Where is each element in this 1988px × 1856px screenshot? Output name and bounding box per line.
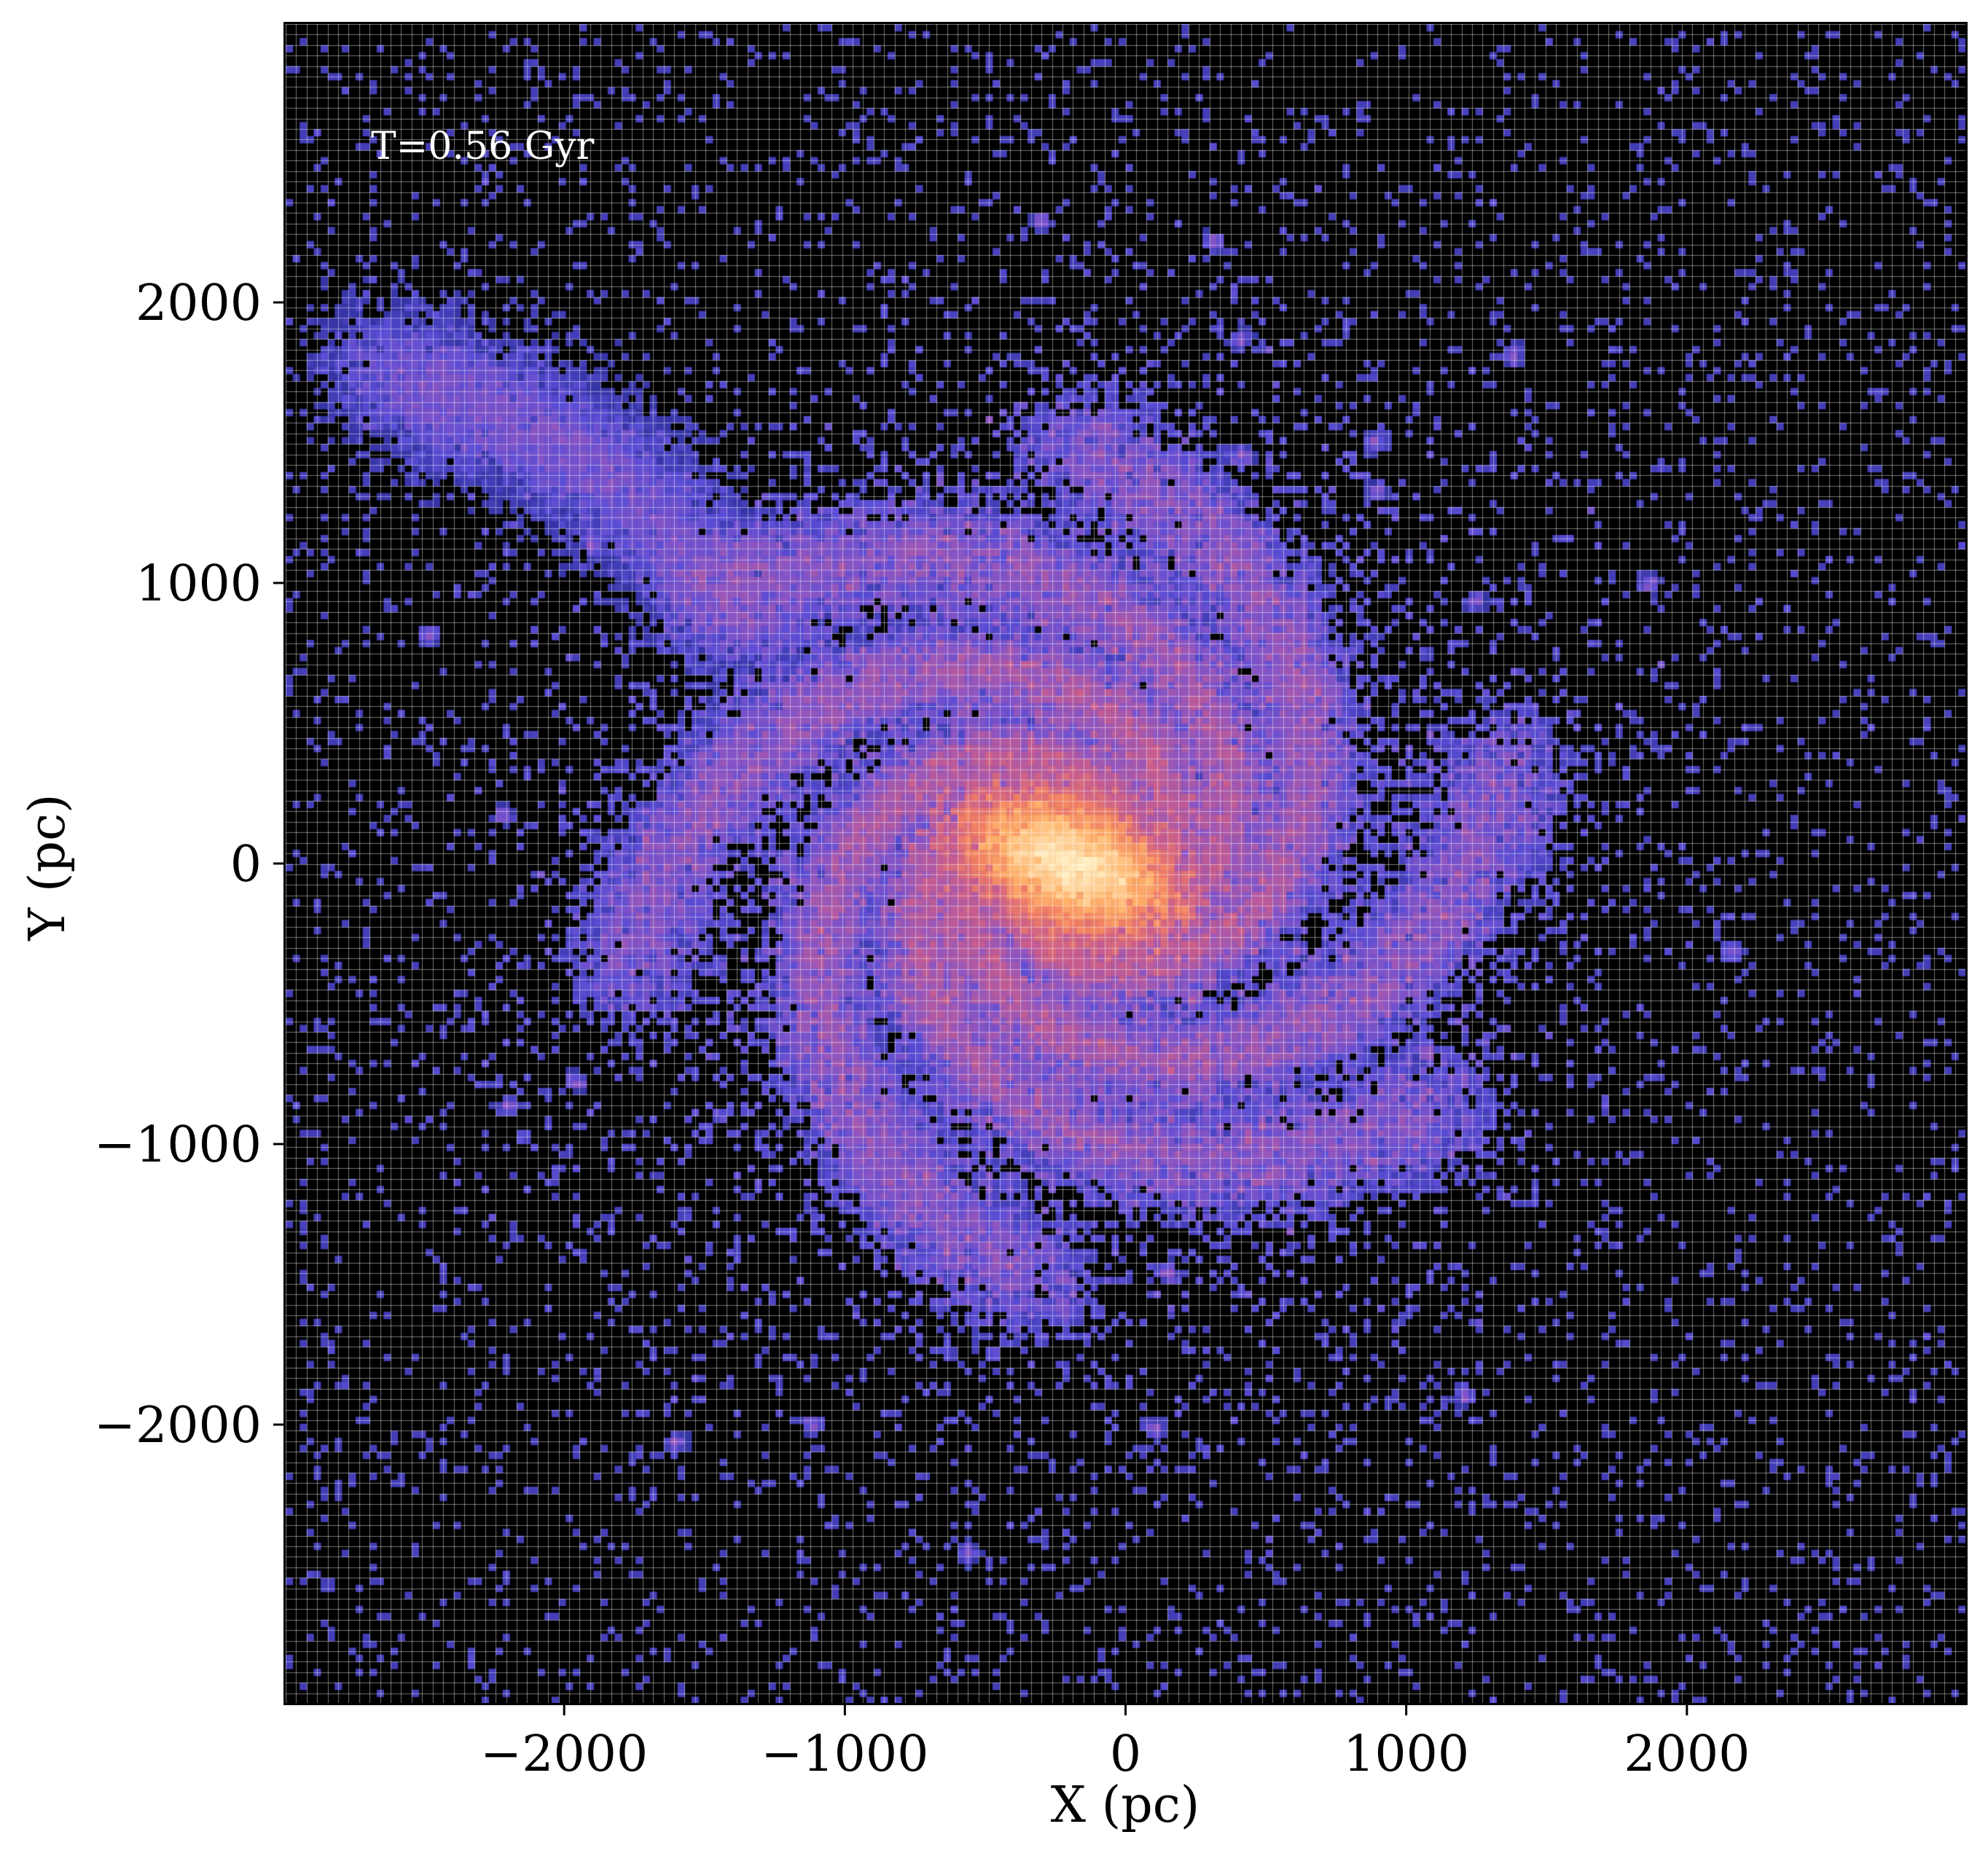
y-tick-label: −2000: [94, 1397, 262, 1454]
x-tick-label: 2000: [1624, 1726, 1750, 1783]
y-tick-label: −1000: [94, 1116, 262, 1174]
x-tick-label: 1000: [1343, 1726, 1469, 1783]
y-axis-label: Y (pc): [19, 794, 77, 941]
x-tick-label: −2000: [480, 1726, 648, 1783]
density-heatmap: [286, 24, 1965, 1703]
plot-area: T=0.56 Gyr: [283, 22, 1968, 1705]
y-tick-label: 2000: [136, 275, 262, 332]
y-tick-label: 1000: [136, 555, 262, 613]
x-tick-label: −1000: [761, 1726, 928, 1783]
time-annotation: T=0.56 Gyr: [371, 125, 594, 168]
y-tick-label: 0: [230, 836, 262, 893]
x-tick-label: 0: [1110, 1726, 1141, 1783]
plot-overlay: T=0.56 Gyr: [371, 125, 594, 168]
y-ticks: −2000 −1000 0 1000 2000: [94, 275, 283, 1454]
x-ticks: −2000 −1000 0 1000 2000: [480, 1705, 1750, 1783]
x-axis-label: X (pc): [1051, 1777, 1200, 1834]
